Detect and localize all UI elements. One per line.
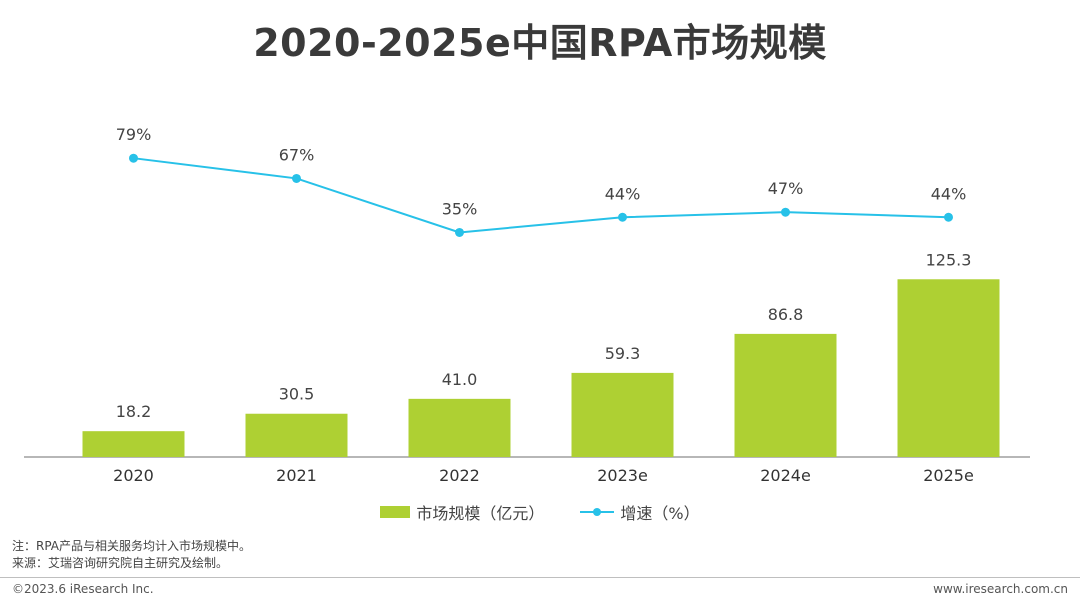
bar-data-label: 86.8 [768,305,804,324]
x-tick-label: 2025e [923,466,974,485]
footer-divider [0,577,1080,578]
bar [897,279,1000,457]
bar-data-label: 125.3 [926,250,972,269]
x-tick-label: 2020 [113,466,154,485]
growth-point [618,212,627,222]
page-title: 2020-2025e中国RPA市场规模 [253,21,827,65]
growth-point [292,173,301,183]
growth-data-label: 79% [116,125,152,144]
growth-point [455,227,464,237]
footer-website: www.iresearch.com.cn [933,582,1068,596]
footer-copyright: ©2023.6 iResearch Inc. [12,582,154,596]
growth-data-label: 47% [768,179,804,198]
growth-line [133,157,949,234]
x-tick-label: 2021 [276,466,317,485]
growth-data-label: 44% [605,184,641,203]
bar [571,372,674,457]
bar-data-label: 18.2 [116,402,152,421]
x-tick-label: 2023e [597,466,648,485]
x-tick-label: 2022 [439,466,480,485]
growth-point [781,207,790,217]
notes: 注：RPA产品与相关服务均计入市场规模中。 来源：艾瑞咨询研究院自主研究及绘制。 [12,538,251,572]
growth-data-label: 35% [442,199,478,218]
growth-data-label: 67% [279,145,315,164]
source-line: 来源：艾瑞咨询研究院自主研究及绘制。 [12,556,229,570]
x-tick-label: 2024e [760,466,811,485]
growth-point [129,153,138,163]
bar [408,398,511,457]
bar-data-label: 59.3 [605,344,641,363]
bar [734,333,837,457]
legend-item-bar: 市场规模（亿元） [380,500,544,524]
legend-item-line: 增速（%） [580,500,700,524]
note-line: 注：RPA产品与相关服务均计入市场规模中。 [12,539,252,553]
legend-bar-swatch [380,506,411,518]
bar [82,431,185,457]
legend-line-swatch [580,506,615,518]
legend-bar-label: 市场规模（亿元） [416,504,545,523]
legend: 市场规模（亿元） 增速（%） [0,500,1080,524]
bar [245,413,348,457]
bar-data-label: 41.0 [442,370,478,389]
bar-data-label: 30.5 [279,385,315,404]
chart-area: 18.2 2020 30.5 2021 41.0 2022 59.3 2023e 86.8 202… [24,125,1030,485]
growth-point [944,212,953,222]
legend-line-label: 增速（%） [620,504,700,523]
growth-data-label: 44% [931,184,967,203]
